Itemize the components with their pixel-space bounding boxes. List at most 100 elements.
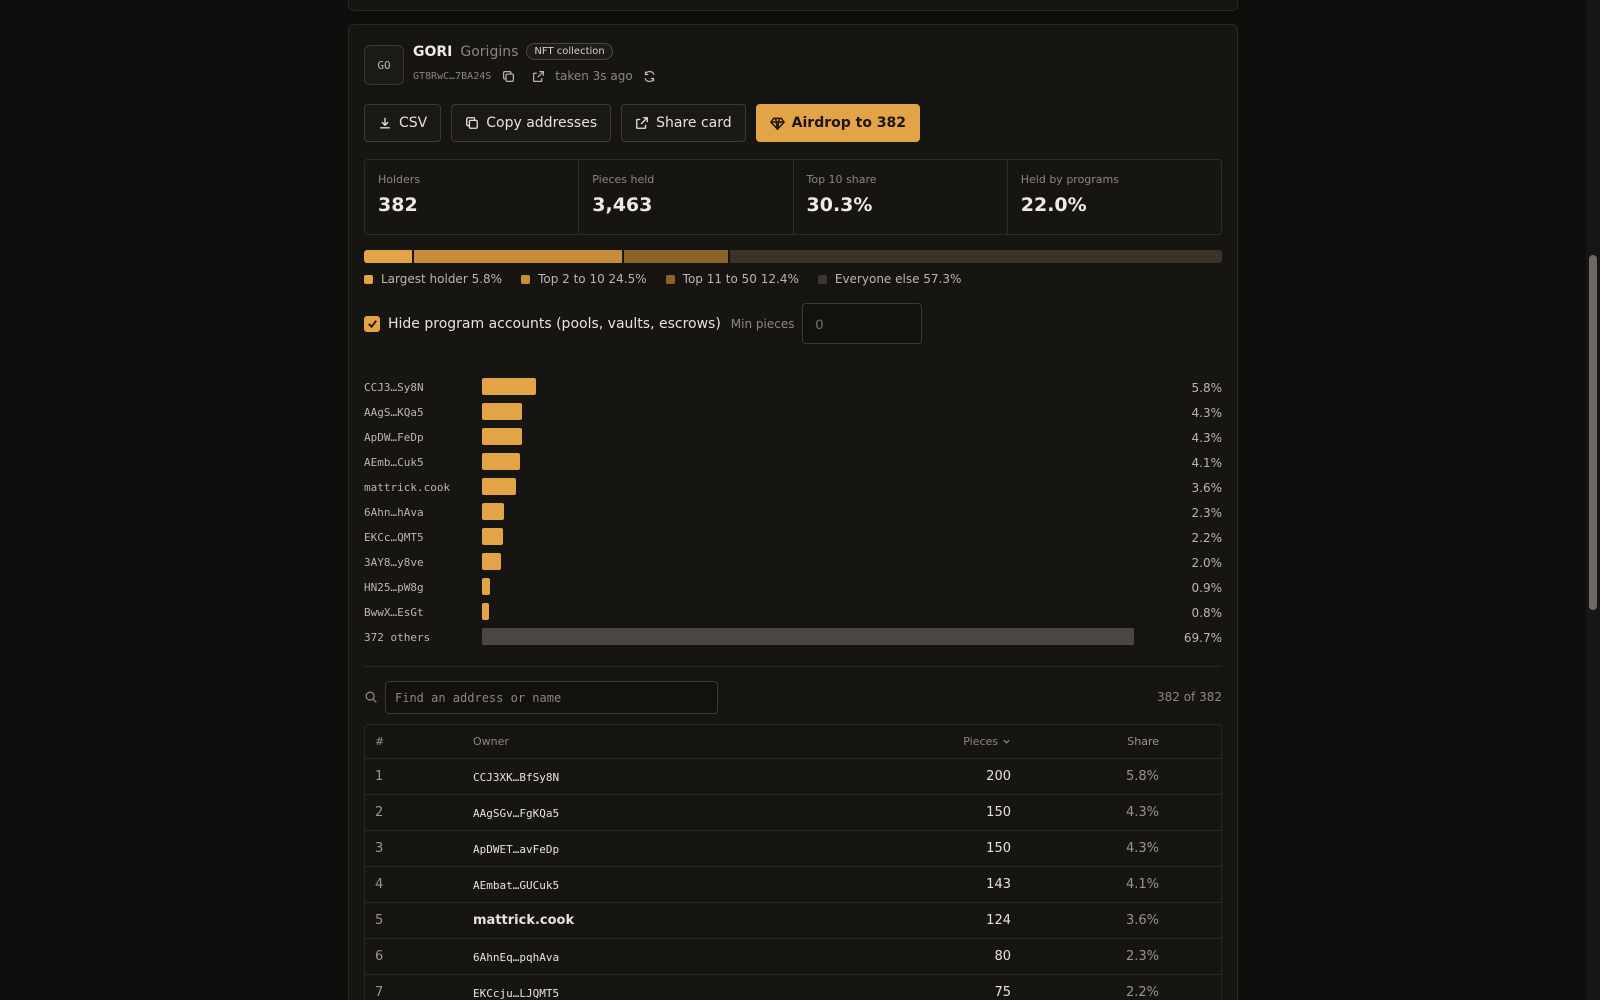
holder-bar-pct: 2.2% bbox=[1191, 531, 1223, 545]
holder-bar-row[interactable]: HN25…pW8g 0.9% bbox=[364, 577, 1222, 602]
scrollbar[interactable] bbox=[1586, 0, 1600, 1000]
stat-value: 22.0% bbox=[1020, 194, 1087, 216]
column-pieces[interactable]: Pieces bbox=[963, 735, 1011, 748]
column-rank: # bbox=[375, 735, 385, 748]
copy-addresses-button[interactable]: Copy addresses bbox=[451, 104, 612, 142]
distribution-segment bbox=[730, 250, 1222, 263]
snapshot-time: taken 3s ago bbox=[555, 69, 633, 83]
holder-bar-label: 372 others bbox=[364, 631, 431, 644]
cell-pieces: 75 bbox=[994, 985, 1011, 1000]
table-header: # Owner Pieces Share bbox=[365, 725, 1221, 759]
distribution-segment bbox=[623, 250, 731, 263]
distribution-legend: Largest holder 5.8% Top 2 to 10 24.5% Top … bbox=[364, 272, 961, 286]
holder-bar-row[interactable]: 372 others 69.7% bbox=[364, 627, 1222, 652]
holder-bar-row[interactable]: mattrick.cook 3.6% bbox=[364, 477, 1222, 502]
cell-rank: 4 bbox=[375, 877, 384, 892]
holder-bar bbox=[482, 503, 504, 520]
hide-programs-checkbox[interactable] bbox=[364, 315, 380, 332]
gem-icon bbox=[769, 117, 785, 130]
cell-pieces: 150 bbox=[986, 841, 1011, 856]
stat-top10-share: Top 10 share 30.3% bbox=[794, 160, 1008, 234]
cell-owner[interactable]: 6AhnEq…pqhAva bbox=[473, 951, 560, 964]
stat-label: Pieces held bbox=[592, 173, 655, 186]
stat-value: 3,463 bbox=[592, 194, 653, 216]
holder-bar-pct: 4.3% bbox=[1191, 431, 1223, 445]
legend-swatch bbox=[817, 274, 827, 284]
holder-bar-pct: 0.9% bbox=[1191, 581, 1223, 595]
mint-address: GT8RwC…7BA24S bbox=[413, 70, 492, 82]
cell-owner[interactable]: AEmbat…GUCuk5 bbox=[473, 879, 560, 892]
holder-bar-label: CCJ3…Sy8N bbox=[364, 381, 424, 394]
holder-bar-row[interactable]: ApDW…FeDp 4.3% bbox=[364, 427, 1222, 452]
holder-bar bbox=[482, 403, 523, 420]
copy-icon[interactable] bbox=[501, 69, 515, 83]
result-count: 382 of 382 bbox=[1156, 690, 1222, 704]
download-icon bbox=[380, 117, 390, 129]
cell-owner[interactable]: EKCcju…LJQMT5 bbox=[473, 987, 560, 1000]
search-input[interactable] bbox=[385, 681, 718, 714]
cell-share: 4.3% bbox=[1125, 805, 1159, 820]
stats-panel: Holders 382 Pieces held 3,463 Top 10 sha… bbox=[364, 159, 1222, 235]
holder-bar-row[interactable]: CCJ3…Sy8N 5.8% bbox=[364, 377, 1222, 402]
token-avatar: GO bbox=[364, 45, 404, 85]
filter-row: Hide program accounts (pools, vaults, es… bbox=[364, 303, 923, 344]
cell-share: 2.2% bbox=[1125, 985, 1159, 1000]
cell-pieces: 200 bbox=[986, 769, 1011, 784]
distribution-segment bbox=[413, 250, 624, 263]
min-pieces-input[interactable] bbox=[802, 303, 923, 344]
table-row[interactable]: 7 EKCcju…LJQMT5 75 2.2% bbox=[365, 975, 1221, 1000]
holder-bar bbox=[482, 428, 523, 445]
token-meta-row: GT8RwC…7BA24S taken 3s ago bbox=[413, 69, 657, 83]
table-row[interactable]: 2 AAgSGv…FgKQa5 150 4.3% bbox=[365, 795, 1221, 831]
table-row[interactable]: 6 6AhnEq…pqhAva 80 2.3% bbox=[365, 939, 1221, 975]
share-card-label: Share card bbox=[656, 115, 732, 131]
stat-held-by-programs: Held by programs 22.0% bbox=[1008, 160, 1221, 234]
previous-card bbox=[348, 0, 1238, 11]
stat-label: Top 10 share bbox=[806, 173, 877, 186]
cell-rank: 2 bbox=[375, 805, 384, 820]
copy-addresses-label: Copy addresses bbox=[486, 115, 598, 131]
legend-swatch bbox=[665, 274, 675, 284]
refresh-icon[interactable] bbox=[643, 69, 657, 83]
holder-bar-row[interactable]: 3AY8…y8ve 2.0% bbox=[364, 552, 1222, 577]
cell-owner[interactable]: ApDWET…avFeDp bbox=[473, 843, 560, 856]
holder-bar-row[interactable]: AAgS…KQa5 4.3% bbox=[364, 402, 1222, 427]
table-row[interactable]: 4 AEmbat…GUCuk5 143 4.1% bbox=[365, 867, 1221, 903]
cell-rank: 1 bbox=[375, 769, 384, 784]
holder-bar-row[interactable]: EKCc…QMT5 2.2% bbox=[364, 527, 1222, 552]
holder-bar-row[interactable]: AEmb…Cuk5 4.1% bbox=[364, 452, 1222, 477]
action-bar: CSV Copy addresses Share card Airdrop to… bbox=[364, 104, 921, 142]
holder-bar bbox=[482, 378, 537, 395]
legend-label: Top 11 to 50 12.4% bbox=[682, 272, 799, 286]
holder-bar-pct: 2.0% bbox=[1191, 556, 1223, 570]
holder-bar bbox=[482, 553, 501, 570]
cell-pieces: 80 bbox=[994, 949, 1011, 964]
holder-bar bbox=[482, 628, 1134, 645]
share-card-button[interactable]: Share card bbox=[621, 104, 746, 142]
column-owner[interactable]: Owner bbox=[473, 735, 509, 748]
table-row[interactable]: 5 mattrick.cook 124 3.6% bbox=[365, 903, 1221, 939]
scrollbar-thumb[interactable] bbox=[1589, 255, 1597, 610]
cell-owner[interactable]: mattrick.cook bbox=[473, 913, 575, 928]
cell-owner[interactable]: AAgSGv…FgKQa5 bbox=[473, 807, 560, 820]
holder-bar-label: HN25…pW8g bbox=[364, 581, 424, 594]
table-row[interactable]: 3 ApDWET…avFeDp 150 4.3% bbox=[365, 831, 1221, 867]
holder-bar-pct: 4.3% bbox=[1191, 406, 1223, 420]
csv-button[interactable]: CSV bbox=[364, 104, 442, 142]
chevron-down-icon bbox=[1003, 739, 1010, 744]
external-link-icon[interactable] bbox=[531, 69, 545, 83]
holder-bar-row[interactable]: 6Ahn…hAva 2.3% bbox=[364, 502, 1222, 527]
table-row[interactable]: 1 CCJ3XK…BfSy8N 200 5.8% bbox=[365, 759, 1221, 795]
legend-item: Largest holder 5.8% bbox=[364, 272, 502, 286]
holder-bar-row[interactable]: BwwX…EsGt 0.8% bbox=[364, 602, 1222, 627]
cell-owner[interactable]: CCJ3XK…BfSy8N bbox=[473, 771, 560, 784]
column-share[interactable]: Share bbox=[1127, 735, 1159, 748]
cell-share: 3.6% bbox=[1125, 913, 1159, 928]
airdrop-button[interactable]: Airdrop to 382 bbox=[755, 104, 921, 142]
table-body: 1 CCJ3XK…BfSy8N 200 5.8% 2 AAgSGv…FgKQa5 150 4.… bbox=[365, 759, 1221, 1000]
holder-bar-pct: 5.8% bbox=[1191, 381, 1223, 395]
distribution-bar bbox=[364, 250, 1222, 263]
cell-rank: 6 bbox=[375, 949, 384, 964]
legend-item: Everyone else 57.3% bbox=[817, 272, 961, 286]
legend-swatch bbox=[364, 274, 373, 284]
